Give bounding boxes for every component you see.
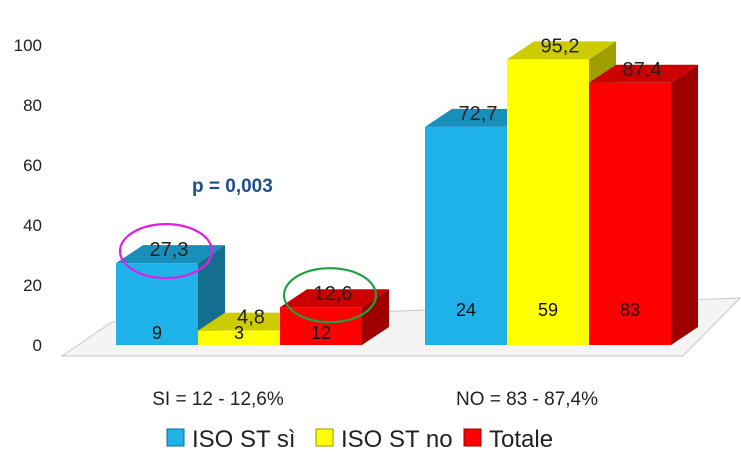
value-label: 27,3 xyxy=(150,239,189,261)
bar-front xyxy=(589,82,671,346)
bar-front xyxy=(425,126,507,346)
legend-item: ISO ST sì xyxy=(166,426,296,452)
bar-top xyxy=(507,41,616,60)
category-label: NO = 83 - 87,4% xyxy=(456,389,598,410)
bar-top xyxy=(198,312,307,331)
data-labels: 27,3 9 4,83 12,6 12 72,7 24 95,2 59 87,4 83 xyxy=(150,35,662,343)
bar-side xyxy=(362,289,389,345)
legend-swatch xyxy=(315,428,334,447)
y-tick-label: 40 xyxy=(23,216,42,235)
bar-top xyxy=(425,108,534,127)
highlight-circles xyxy=(118,223,378,324)
category-labels: SI = 12 - 12,6% NO = 83 - 87,4% xyxy=(152,389,598,410)
y-tick-label: 60 xyxy=(23,156,42,175)
count-label: 12 xyxy=(311,323,331,343)
bars xyxy=(116,41,698,346)
legend: ISO ST sì ISO ST no Totale xyxy=(166,426,553,452)
value-label: 72,7 xyxy=(459,103,498,125)
count-label: 59 xyxy=(538,300,558,320)
value-label: 87,4 xyxy=(623,59,662,81)
legend-item: ISO ST no xyxy=(315,426,453,452)
category-label: SI = 12 - 12,6% xyxy=(152,389,284,410)
y-tick-label: 80 xyxy=(23,96,42,115)
count-label: 24 xyxy=(456,300,476,320)
value-label: 12,6 xyxy=(314,283,353,305)
p-value-annotation: p = 0,003 xyxy=(192,176,273,197)
bar-top xyxy=(116,245,225,264)
bar xyxy=(116,245,225,345)
bar-side xyxy=(671,64,698,346)
bar xyxy=(280,289,389,345)
highlight-circle xyxy=(282,267,378,324)
y-tick-label: 20 xyxy=(23,276,42,295)
count-label: 3 xyxy=(234,323,244,343)
bar-front xyxy=(507,59,589,346)
legend-item: Totale xyxy=(463,426,553,452)
legend-label: ISO ST sì xyxy=(192,426,296,452)
bar-front xyxy=(198,330,280,345)
count-label: 9 xyxy=(152,323,162,343)
bar-front xyxy=(280,307,362,345)
count-label: 83 xyxy=(620,300,640,320)
value-label: 4,8 xyxy=(237,307,265,329)
legend-label: ISO ST no xyxy=(341,426,453,452)
legend-swatch xyxy=(166,428,185,447)
y-tick-label: 0 xyxy=(33,336,42,355)
bar-top xyxy=(589,64,698,83)
bar xyxy=(589,64,698,346)
y-axis: 0 20 40 60 80 100 xyxy=(14,36,42,355)
bar-top xyxy=(280,289,389,308)
legend-swatch xyxy=(463,428,482,447)
highlight-circle xyxy=(118,223,214,280)
value-label: 95,2 xyxy=(541,35,580,57)
y-tick-label: 100 xyxy=(14,36,42,55)
legend-label: Totale xyxy=(489,426,553,452)
